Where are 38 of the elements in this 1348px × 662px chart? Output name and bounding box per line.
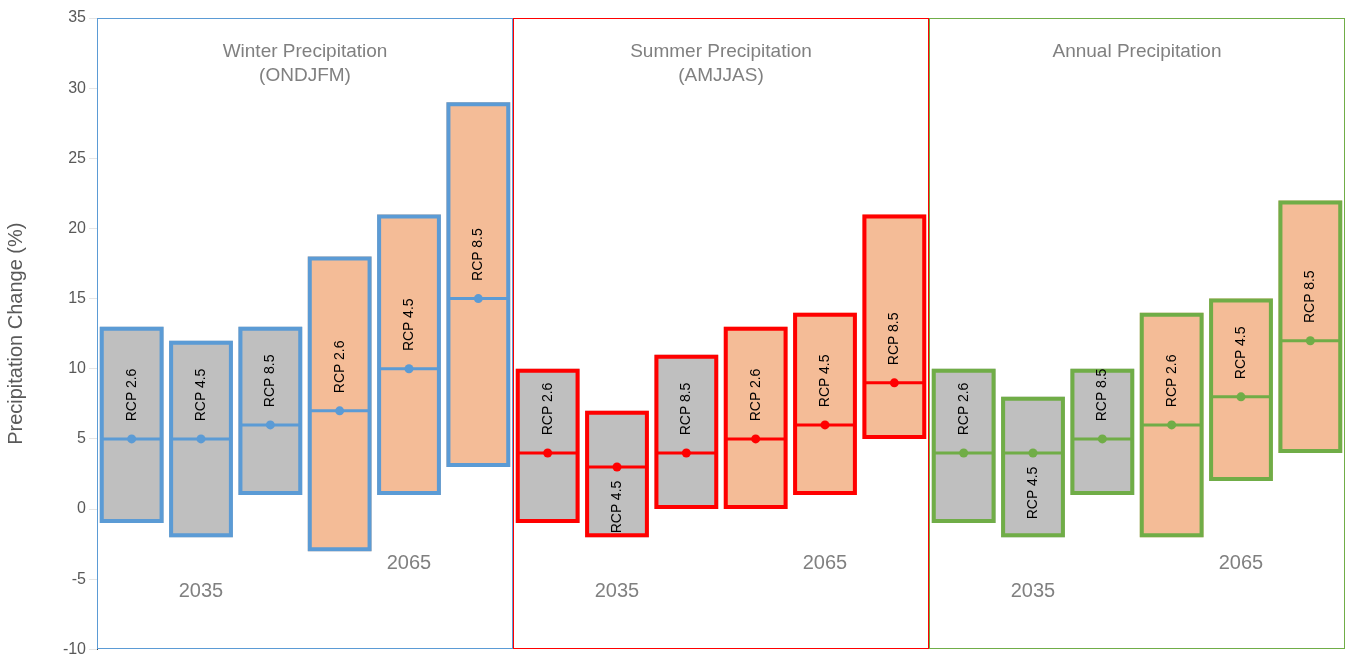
y-tick-label: 25 xyxy=(68,148,87,166)
y-tick-label: 5 xyxy=(77,429,87,447)
y-tick-label: 30 xyxy=(68,78,87,96)
y-tick-label: 10 xyxy=(68,359,87,377)
x-tick-label: RCP 4.5 xyxy=(191,368,208,422)
annotation: 2035 xyxy=(1010,578,1056,601)
x-tick-label: RCP 4.5 xyxy=(1231,326,1248,380)
y-axis-title: Precipitation Change (%) xyxy=(3,222,26,445)
annotation: 2065 xyxy=(802,550,848,573)
x-tick-label: RCP 2.6 xyxy=(538,382,555,436)
x-tick-label: RCP 4.5 xyxy=(815,354,832,408)
x-tick-label: RCP 4.5 xyxy=(607,480,624,534)
x-tick-label: RCP 8.5 xyxy=(1093,368,1110,422)
annotation: 2035 xyxy=(178,578,224,601)
x-tick-label: RCP 2.6 xyxy=(746,368,763,422)
x-tick-label: RCP 8.5 xyxy=(885,312,902,366)
annotation: Annual Precipitation xyxy=(1052,39,1222,61)
x-tick-label: RCP 4.5 xyxy=(399,298,416,352)
annotation: 2035 xyxy=(594,578,640,601)
x-tick-label: RCP 2.6 xyxy=(1162,354,1179,408)
y-tick-label: -10 xyxy=(62,639,87,657)
y-tick-label: 20 xyxy=(68,218,87,236)
x-tick-label: RCP 8.5 xyxy=(677,382,694,436)
y-tick-label: 0 xyxy=(77,499,87,517)
x-tick-label: RCP 2.6 xyxy=(954,382,971,436)
x-tick-label: RCP 2.6 xyxy=(122,368,139,422)
y-tick-label: 15 xyxy=(68,289,87,307)
annotation: 2065 xyxy=(1218,550,1264,573)
x-tick-label: RCP 4.5 xyxy=(1023,466,1040,520)
y-tick-label: 35 xyxy=(68,8,87,26)
annotation: Winter Precipitation (ONDJFM) xyxy=(222,39,388,85)
y-tick-label: -5 xyxy=(71,569,87,587)
annotation: 2065 xyxy=(386,550,432,573)
x-tick-label: RCP 8.5 xyxy=(261,354,278,408)
x-tick-label: RCP 2.6 xyxy=(330,340,347,394)
annotation: Summer Precipitation (AMJJAS) xyxy=(630,39,812,85)
x-tick-label: RCP 8.5 xyxy=(469,228,486,281)
x-tick-label: RCP 8.5 xyxy=(1301,270,1318,324)
